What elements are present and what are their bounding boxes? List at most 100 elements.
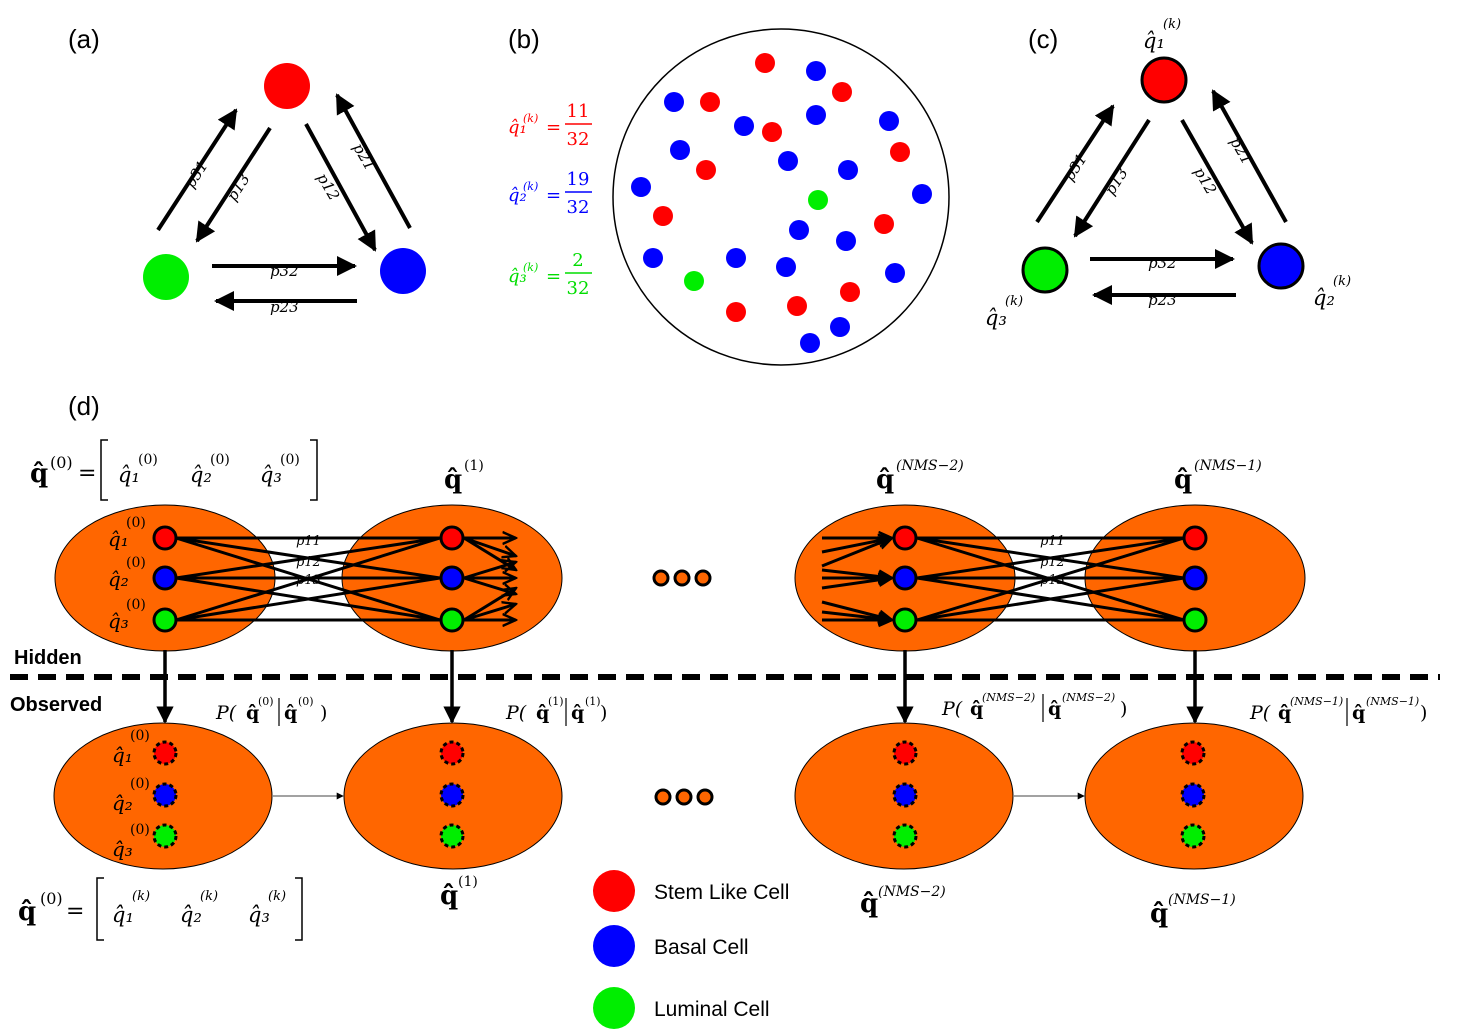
panel-d-label: (d)	[68, 391, 100, 421]
node-label-q1-sup: (k)	[1163, 17, 1181, 32]
observed-stem-node	[152, 740, 178, 766]
emission-4-close: )	[1420, 702, 1427, 724]
hidden-title-2-sup: (NMS−2)	[896, 458, 964, 474]
hidden-section-label: Hidden	[14, 647, 82, 669]
emission-2-bsup: (1)	[585, 695, 601, 708]
label-p11: p11	[1040, 534, 1065, 549]
node-label-q1: q̂₁	[1143, 29, 1165, 53]
emission-4-a: q̂̂	[1278, 702, 1291, 724]
hidden-vector-eq: =	[78, 461, 96, 486]
emission-4-b: q̂	[1352, 702, 1365, 724]
label-p13: p13	[296, 573, 321, 588]
hidden-stem-node	[439, 525, 465, 551]
node-label-q2-sup: (k)	[1333, 274, 1351, 289]
sample-circle	[612, 28, 950, 366]
hidden-luminal-node	[892, 607, 918, 633]
q3-symbol: q̂₃	[508, 266, 527, 287]
observed-luminal-node	[439, 823, 465, 849]
observed-title-1: q̂̂	[440, 881, 458, 911]
hidden-luminal-node	[152, 607, 178, 633]
observed-vector-entry-1-sup: (k)	[132, 889, 150, 904]
arrow-p31	[1035, 104, 1115, 224]
label-p12: p12	[1040, 555, 1065, 570]
hidden-vector-lhs: q̂	[30, 459, 48, 489]
panel-a-label: (a)	[68, 24, 100, 54]
observed-basal-node	[439, 782, 465, 808]
basal-cell	[726, 248, 746, 268]
q3-eq: =	[546, 266, 561, 287]
observed-node-label-1-sup: (0)	[130, 728, 150, 744]
legend-luminal-swatch	[593, 987, 635, 1029]
emission-1-bsup: (0)	[298, 695, 314, 708]
legend: Stem Like Cell Basal Cell Luminal Cell	[593, 870, 789, 1029]
emission-3-a: q̂̂	[970, 698, 983, 720]
hidden-node-label-3: q̂₃	[108, 609, 129, 633]
stem-cell-node	[1140, 56, 1188, 104]
basal-cell	[631, 177, 651, 197]
q1-numerator: 11	[567, 101, 590, 122]
emission-1-close: )	[320, 702, 327, 724]
emission-3-asup: (NMS−2)	[982, 691, 1035, 704]
emission-4-bsup: (NMS−1)	[1366, 695, 1419, 708]
emission-3-b: q̂	[1048, 698, 1061, 720]
emission-2-asup: (1)	[548, 695, 564, 708]
emission-4-asup: (NMS−1)	[1290, 695, 1343, 708]
label-p12: p12	[313, 170, 343, 204]
basal-cell	[830, 317, 850, 337]
q1-eq: =	[546, 117, 561, 138]
hidden-stem-node	[892, 525, 918, 551]
right-bracket	[295, 877, 303, 941]
q3-sup: (k)	[523, 261, 538, 274]
legend-stem-swatch	[593, 870, 635, 912]
sample-cells	[631, 53, 932, 353]
emission-1-a: q̂̂	[246, 702, 259, 724]
hidden-title-1-sup: (1)	[464, 458, 484, 474]
label-p32: p32	[1148, 254, 1177, 272]
arrow-p12	[304, 123, 377, 252]
emission-1-P: P(	[215, 702, 237, 724]
label-p13: p13	[1040, 573, 1065, 588]
hidden-luminal-node	[439, 607, 465, 633]
stem-cell	[874, 214, 894, 234]
emission-2-close: )	[600, 702, 607, 724]
observed-node-label-3: q̂̂₃	[112, 837, 133, 861]
q3-fraction: q̂₃ (k) = 2 32	[508, 250, 592, 299]
basal-cell	[836, 231, 856, 251]
arrow-p21	[335, 93, 412, 229]
hidden-node-label-1-sup: (0)	[126, 515, 146, 531]
observed-stem-node	[439, 740, 465, 766]
observed-section-label: Observed	[10, 694, 102, 716]
transition-fan-in	[821, 538, 892, 620]
basal-cell	[778, 151, 798, 171]
label-p11: p11	[296, 534, 321, 549]
hidden-vector-entry-2: q̂₂	[190, 463, 212, 487]
q3-denominator: 32	[567, 278, 590, 299]
hidden-basal-node	[892, 565, 918, 591]
stem-cell	[696, 160, 716, 180]
legend-basal-swatch	[593, 925, 635, 967]
observed-title-3-sup: (NMS−1)	[1168, 892, 1236, 908]
arrow-p13	[195, 126, 272, 243]
observed-basal-node	[892, 782, 918, 808]
left-bracket	[96, 877, 104, 941]
observed-vector-entry-3: q̂̂₃	[248, 903, 270, 927]
basal-cell	[664, 92, 684, 112]
label-p23: p23	[270, 298, 299, 316]
basal-cell	[912, 184, 932, 204]
emission-3-P: P(	[941, 698, 963, 720]
stem-cell	[726, 302, 746, 322]
hidden-node-label-3-sup: (0)	[126, 597, 146, 613]
stem-cell	[762, 122, 782, 142]
hidden-title-3-sup: (NMS−1)	[1194, 458, 1262, 474]
panel-a: (a) p31 p13 p12 p21 p32 p23	[68, 24, 426, 316]
stem-cell	[787, 296, 807, 316]
emission-2-a: q̂̂	[536, 702, 549, 724]
basal-cell	[776, 257, 796, 277]
arrow-p13	[1073, 118, 1151, 238]
hidden-stem-node	[152, 525, 178, 551]
hidden-node-label-2-sup: (0)	[126, 555, 146, 571]
hidden-vector-entry-3-sup: (0)	[280, 452, 300, 468]
observed-node-label-3-sup: (0)	[130, 822, 150, 838]
observed-vector-entry-3-sup: (k)	[268, 889, 286, 904]
observed-basal-node	[1180, 782, 1206, 808]
